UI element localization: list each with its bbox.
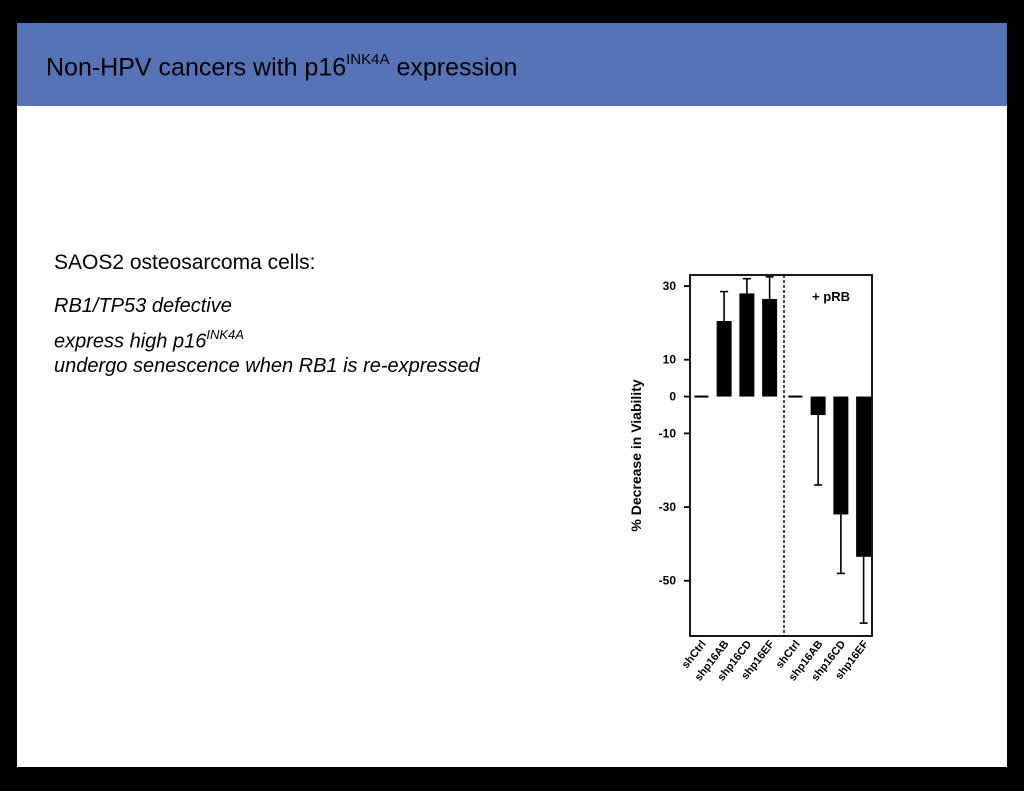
bullet-text: RB1/TP53 defective xyxy=(54,295,232,317)
bar xyxy=(762,298,778,397)
y-tick-label: 30 xyxy=(663,279,677,293)
y-tick-label: -50 xyxy=(659,574,677,588)
bullet-item: RB1/TP53 defective xyxy=(54,291,480,321)
viability-bar-chart: 30 10 0 -10 -30 -50 % Decrease in Viability + p… xyxy=(628,274,873,683)
slide-title-tail: expression xyxy=(389,53,518,82)
bullet-text: undergo senescence when RB1 is re-expres… xyxy=(54,355,480,377)
bullet-superscript: INK4A xyxy=(206,327,244,342)
y-tick-label: -30 xyxy=(659,500,677,514)
y-tick-label: 10 xyxy=(663,353,677,367)
bar xyxy=(856,396,872,557)
bullet-item: undergo senescence when RB1 is re-expres… xyxy=(54,351,480,381)
y-tick-label: -10 xyxy=(659,426,677,440)
content-heading: SAOS2 osteosarcoma cells: xyxy=(54,251,316,274)
annotation-label: + pRB xyxy=(812,289,850,304)
bar xyxy=(810,396,826,415)
plot-frame xyxy=(689,274,873,637)
y-tick-label: 0 xyxy=(669,390,676,404)
title-banner: Non-HPV cancers with p16INK4A expression xyxy=(17,23,1007,106)
bullet-item: express high p16INK4A xyxy=(54,321,480,353)
slide-title-superscript: INK4A xyxy=(346,51,390,68)
bullet-text: express high p16 xyxy=(54,330,207,353)
y-axis-label: % Decrease in Viability xyxy=(628,379,644,531)
slide-title-main: Non-HPV cancers with p16 xyxy=(46,53,347,82)
slide: Non-HPV cancers with p16INK4A expression… xyxy=(17,23,1007,767)
slide-title: Non-HPV cancers with p16INK4A expression xyxy=(46,51,518,82)
bar xyxy=(716,321,732,397)
bar xyxy=(833,396,849,515)
bullet-list: RB1/TP53 defective express high p16INK4A… xyxy=(54,291,480,381)
bar xyxy=(739,293,755,397)
